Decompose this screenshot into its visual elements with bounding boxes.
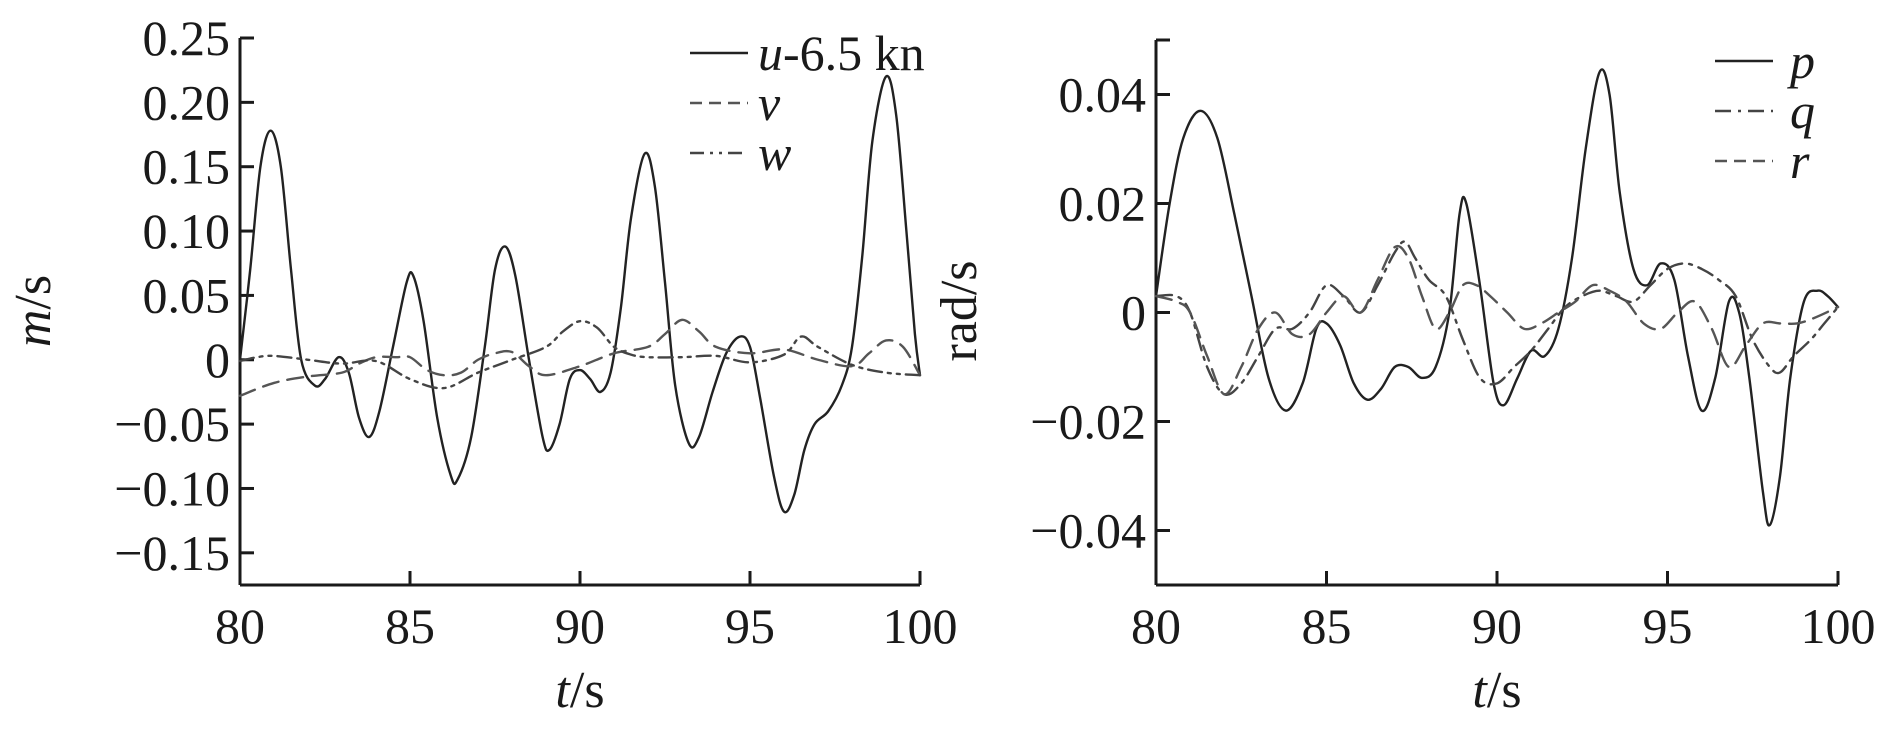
y-tick-label: −0.10 — [114, 460, 230, 516]
y-tick-label: 0.25 — [143, 10, 231, 66]
legend-label-u: u-6.5 kn — [758, 25, 925, 81]
chart-panel-angular-rate: 0.04 0.02 0 −0.02 −0.04 80 85 90 95 100 t/s rad/s pq… — [931, 33, 1876, 719]
legend-label-q: q — [1790, 83, 1815, 139]
y-axis-title: rad/s — [931, 260, 988, 361]
legend-label-p: p — [1787, 33, 1815, 89]
y-tick-label: 0.15 — [143, 139, 231, 195]
y-tick-label: 0.20 — [143, 74, 231, 130]
y-tick-label: 0.05 — [143, 267, 231, 323]
x-axis-title: t/s — [1472, 662, 1521, 719]
y-tick-label: −0.15 — [114, 525, 230, 581]
y-tick-label: 0.04 — [1059, 67, 1147, 123]
x-tick-label: 90 — [555, 598, 605, 654]
series-line-u — [238, 74, 922, 514]
x-tick-label: 80 — [215, 598, 265, 654]
x-axis-title: t/s — [555, 662, 604, 719]
legend-label-v: v — [758, 75, 781, 131]
x-tick-label: 100 — [1801, 598, 1876, 654]
x-tick-label: 95 — [725, 598, 775, 654]
y-tick-label: −0.05 — [114, 396, 230, 452]
series-line-q — [1154, 240, 1840, 397]
x-tick-label: 90 — [1472, 598, 1522, 654]
x-tick-label: 80 — [1131, 598, 1181, 654]
x-tick-label: 100 — [883, 598, 958, 654]
series-line-r — [1154, 244, 1840, 396]
y-tick-label: −0.04 — [1030, 503, 1146, 559]
y-tick-label: 0 — [1121, 285, 1146, 341]
y-tick-label: 0 — [205, 332, 230, 388]
series-line-w — [238, 319, 922, 390]
legend-label-r: r — [1790, 133, 1810, 189]
series-line-v — [238, 318, 922, 397]
x-tick-label: 85 — [1302, 598, 1352, 654]
chart-panel-velocity: 0.25 0.20 0.15 0.10 0.05 0 −0.05 −0.10 −0.15 80 85… — [5, 10, 958, 719]
y-tick-label: −0.02 — [1030, 394, 1146, 450]
legend-label-w: w — [758, 125, 791, 181]
x-tick-label: 95 — [1643, 598, 1693, 654]
y-axis-title: m/s — [5, 275, 62, 347]
x-tick-label: 85 — [385, 598, 435, 654]
y-tick-label: 0.10 — [143, 203, 231, 259]
y-tick-label: 0.02 — [1059, 176, 1147, 232]
series-line-p — [1154, 68, 1840, 527]
